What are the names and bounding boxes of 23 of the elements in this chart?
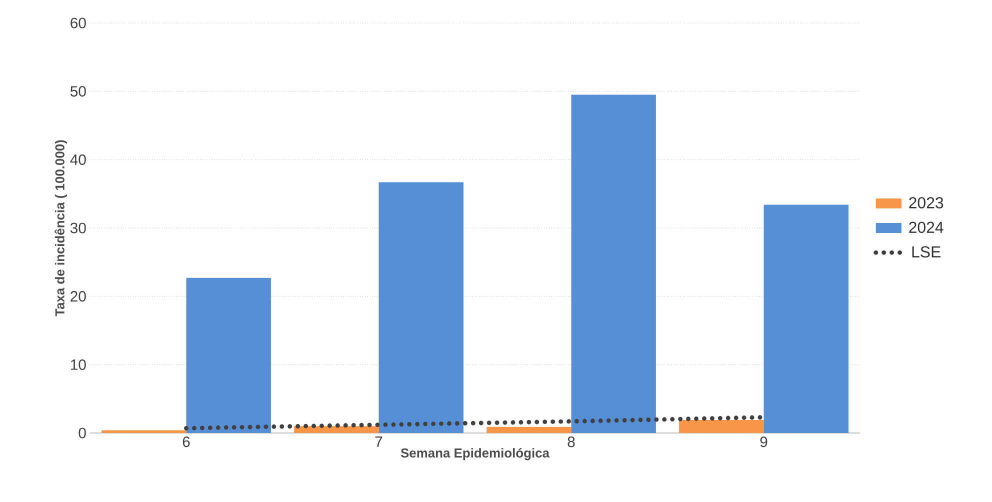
legend-label: LSE bbox=[912, 246, 940, 258]
legend-label: 2024 bbox=[909, 222, 944, 233]
x-axis-title: Semana Epidemiológica bbox=[400, 448, 550, 460]
bar bbox=[378, 182, 464, 433]
x-tick-label: 7 bbox=[375, 436, 382, 447]
bar bbox=[764, 204, 848, 433]
bar bbox=[571, 94, 656, 433]
y-axis-title: Taxa de incidência ( 100.000) bbox=[54, 140, 67, 316]
y-tick-label: 50 bbox=[70, 86, 86, 97]
legend-label: 2023 bbox=[909, 197, 944, 208]
x-tick-label: 6 bbox=[182, 436, 190, 448]
x-tick-label: 9 bbox=[760, 436, 768, 448]
bar bbox=[186, 278, 271, 433]
y-tick-label: 60 bbox=[70, 18, 86, 28]
x-tick-label: 8 bbox=[568, 436, 575, 448]
y-tick-label: 0 bbox=[78, 428, 86, 438]
y-tick-label: 20 bbox=[70, 291, 86, 302]
y-tick-label: 10 bbox=[71, 359, 86, 370]
bar bbox=[102, 430, 186, 433]
bar bbox=[679, 420, 764, 433]
bar bbox=[486, 426, 572, 433]
y-tick-label: 40 bbox=[70, 154, 86, 165]
y-tick-label: 30 bbox=[70, 222, 86, 234]
